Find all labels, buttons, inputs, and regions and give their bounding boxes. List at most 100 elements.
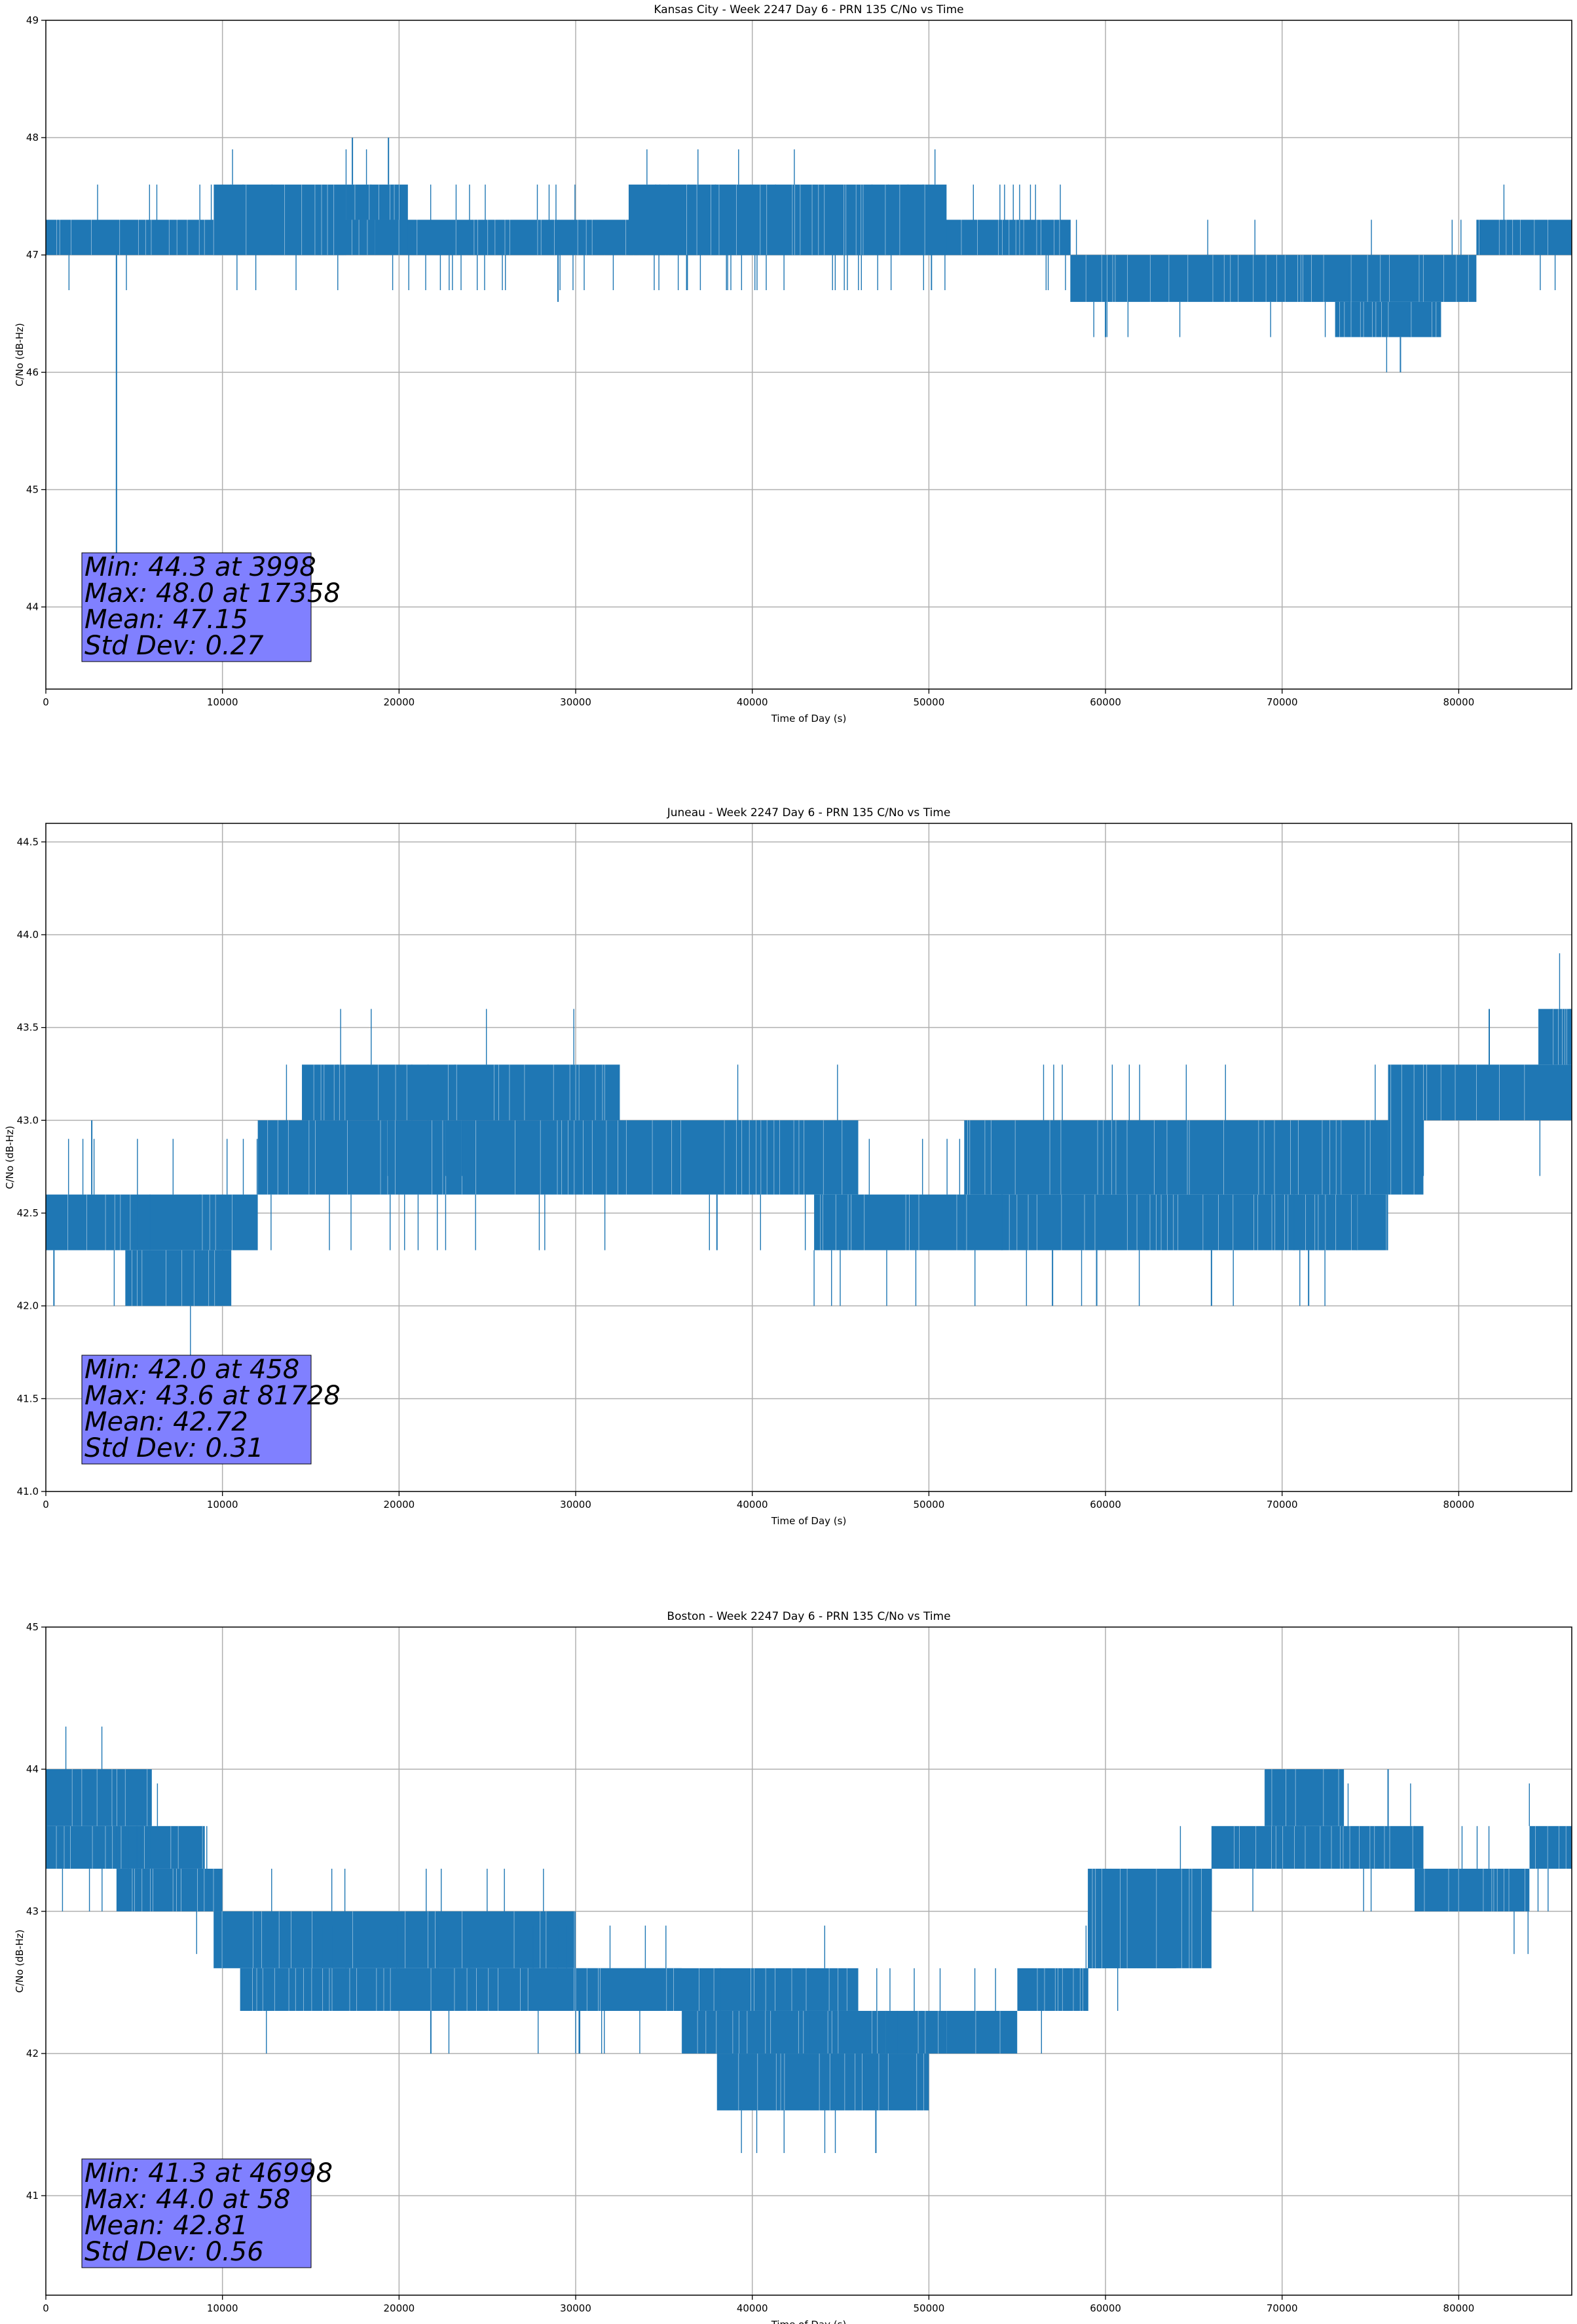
y-axis-label: C/No (dB-Hz): [14, 323, 26, 386]
chart-title: Juneau - Week 2247 Day 6 - PRN 135 C/No …: [667, 806, 951, 819]
y-tick-label: 44: [26, 601, 39, 613]
data-band-fill: [116, 1868, 223, 1912]
x-tick-label: 80000: [1443, 2302, 1475, 2314]
stats-box: [81, 2158, 312, 2268]
data-band-fill: [716, 2053, 929, 2110]
chart-panel-1: 0 10000 20000 30000 40000 50000 60000 70000 8000…: [14, 3, 1572, 724]
data-band: [46, 1138, 258, 1306]
data-band: [1016, 1925, 1088, 2054]
data-band: [213, 149, 346, 255]
y-tick-label: 45: [26, 483, 39, 495]
data-band: [1529, 1783, 1572, 1912]
y-tick-label: 41.0: [17, 1486, 39, 1497]
data-band: [1476, 184, 1572, 290]
chart-title: Kansas City - Week 2247 Day 6 - PRN 135 …: [654, 3, 963, 16]
data-band-fill: [964, 1120, 1388, 1195]
data-band: [116, 1826, 223, 1955]
data-band-fill: [302, 1064, 620, 1121]
axes-frame: [45, 20, 1572, 690]
stats-line: Min: 44.3 at 3998: [84, 552, 316, 582]
data-band-fill: [1476, 219, 1572, 255]
data-band-fill: [1423, 1064, 1572, 1121]
series-line: [46, 138, 1572, 572]
y-axis-label: C/No (dB-Hz): [14, 1930, 26, 1993]
chart-panel-2: 0 10000 20000 30000 40000 50000 60000 70000 8000…: [4, 806, 1572, 1527]
y-tick-label: 44.0: [17, 929, 39, 941]
stats-line: Std Dev: 0.27: [84, 631, 264, 661]
data-band: [946, 1968, 1018, 2054]
data-band: [963, 1064, 1388, 1250]
y-tick-label: 42.0: [17, 1300, 39, 1312]
data-band-fill: [1529, 1826, 1572, 1869]
data-band-fill: [1388, 1064, 1424, 1195]
x-tick-label: 0: [43, 696, 49, 708]
y-axis-label: C/No (dB-Hz): [4, 1126, 16, 1190]
y-tick-label: 48: [26, 132, 39, 143]
data-band-fill: [1017, 1968, 1088, 2011]
data-band: [1069, 219, 1477, 337]
x-tick-label: 80000: [1443, 696, 1475, 708]
data-band: [681, 1968, 947, 2054]
y-tick-label: 43.0: [17, 1114, 39, 1126]
stats-line: Min: 41.3 at 46998: [84, 2158, 333, 2188]
data-band: [1088, 1826, 1212, 1968]
stats-line: Max: 48.0 at 17358: [84, 578, 341, 609]
axes-frame: [45, 1626, 1572, 2296]
data-band-fill: [1088, 1868, 1212, 1968]
data-band: [1388, 1064, 1424, 1195]
data-band-fill: [346, 184, 408, 220]
data-band-fill: [1414, 1868, 1530, 1912]
data-band-fill: [576, 1968, 859, 2011]
data-band-fill: [46, 1769, 152, 1826]
y-tick-label: 43.5: [17, 1022, 39, 1034]
x-axis-label: Time of Day (s): [771, 2319, 847, 2324]
data-band-fill: [46, 1194, 258, 1250]
y-tick-label: 44.5: [17, 836, 39, 848]
x-tick-label: 40000: [737, 696, 768, 708]
data-band: [1335, 267, 1441, 373]
y-tick-label: 45: [26, 1621, 39, 1633]
data-band-fill: [1211, 1826, 1424, 1869]
data-band-fill: [213, 1911, 576, 1968]
data-band-fill: [125, 1250, 232, 1306]
data-band-fill: [628, 184, 947, 255]
x-tick-label: 60000: [1090, 2302, 1121, 2314]
x-tick-label: 10000: [207, 696, 238, 708]
data-band-fill: [681, 2010, 947, 2054]
x-tick-label: 30000: [560, 696, 591, 708]
y-tick-label: 41.5: [17, 1393, 39, 1404]
x-tick-label: 60000: [1090, 696, 1121, 708]
chart-title: Boston - Week 2247 Day 6 - PRN 135 C/No …: [667, 1610, 950, 1623]
stats-line: Mean: 42.72: [84, 1407, 248, 1437]
y-tick-label: 46: [26, 366, 39, 378]
data-band: [345, 149, 408, 255]
series-line: [46, 953, 1572, 1362]
data-band: [1414, 1826, 1530, 1955]
x-tick-label: 40000: [737, 2302, 768, 2314]
data-band: [1264, 1769, 1345, 1826]
data-band: [575, 1925, 859, 2054]
data-band: [213, 1868, 576, 2011]
stats-line: Std Dev: 0.31: [84, 1433, 264, 1463]
data-band-fill: [946, 2010, 1018, 2054]
y-tick-label: 44: [26, 1763, 39, 1775]
stats-line: Std Dev: 0.56: [84, 2237, 264, 2267]
x-tick-label: 70000: [1267, 2302, 1298, 2314]
x-tick-label: 30000: [560, 2302, 591, 2314]
data-band: [46, 1783, 205, 1912]
data-band: [813, 1138, 1388, 1306]
y-tick-label: 47: [26, 249, 39, 261]
data-band-fill: [213, 184, 346, 255]
x-tick-label: 20000: [383, 2302, 415, 2314]
x-tick-label: 20000: [383, 696, 415, 708]
data-band-fill: [1264, 1769, 1345, 1826]
data-band-fill: [814, 1194, 1388, 1250]
data-band: [125, 1194, 232, 1362]
x-tick-label: 50000: [914, 696, 945, 708]
data-band: [1211, 1783, 1424, 1912]
stats-line: Min: 42.0 at 458: [84, 1355, 299, 1385]
x-tick-label: 60000: [1090, 1499, 1121, 1510]
